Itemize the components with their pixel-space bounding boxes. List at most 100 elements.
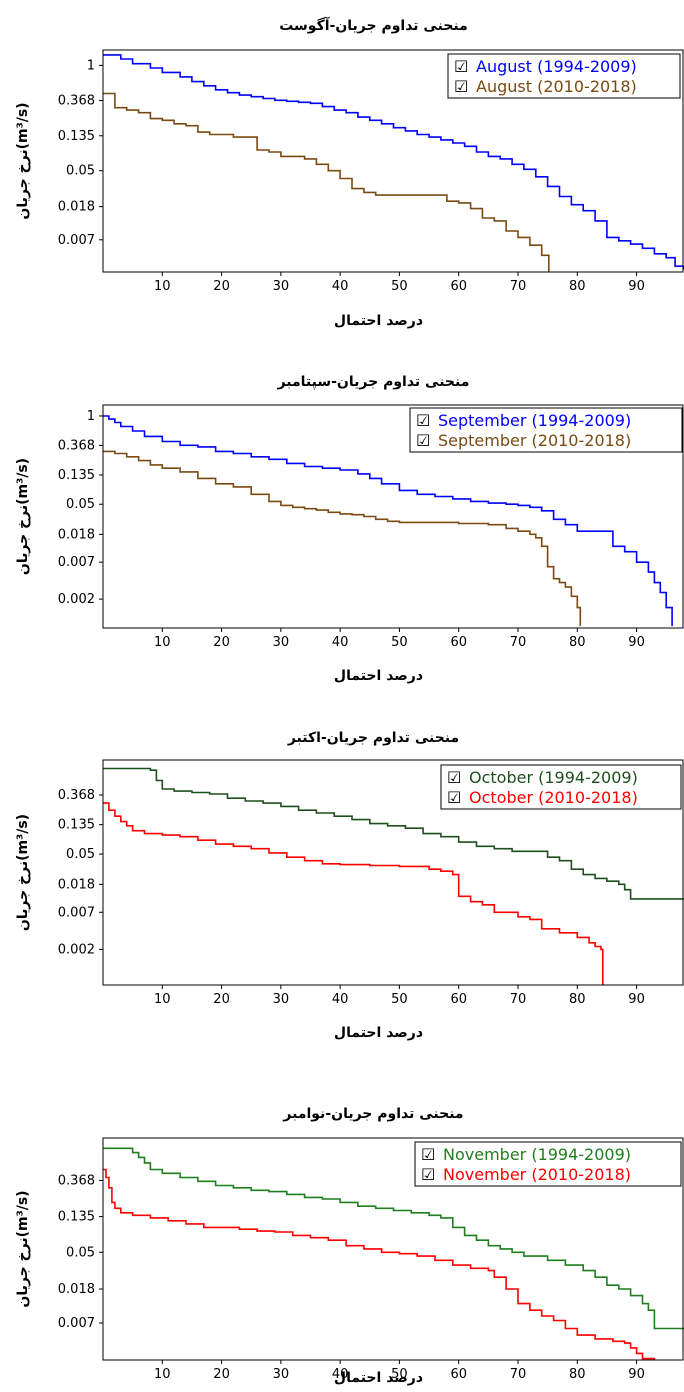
x-tick-label: 70 <box>510 992 527 1007</box>
y-tick-label: 0.018 <box>58 877 95 892</box>
y-tick-label: 0.135 <box>58 129 95 144</box>
chart-title: منحنی تداوم جریان-اکتبر <box>287 730 459 746</box>
x-tick-label: 70 <box>510 1367 527 1382</box>
x-tick-label: 70 <box>510 635 527 650</box>
series-line <box>103 415 673 627</box>
x-axis-label: درصد احتمال <box>334 1025 423 1041</box>
legend-checkbox-icon[interactable]: ☑ <box>447 788 461 807</box>
x-tick-label: 40 <box>332 1367 349 1382</box>
legend-checkbox-icon[interactable]: ☑ <box>454 77 468 96</box>
legend-entry: August (2010-2018) <box>476 77 637 96</box>
y-tick-label: 0.05 <box>66 1245 95 1260</box>
x-tick-label: 90 <box>628 1367 645 1382</box>
chart-1: منحنی تداوم جریان-آگوست نرخ جریان(m³/s) در… <box>15 16 684 329</box>
x-tick-label: 50 <box>391 279 408 294</box>
x-tick-label: 60 <box>450 635 467 650</box>
x-tick-label: 30 <box>273 635 290 650</box>
x-tick-label: 50 <box>391 635 408 650</box>
y-axis-label: نرخ جریان(m³/s) <box>15 102 31 219</box>
y-axis-label: نرخ جریان(m³/s) <box>15 458 31 575</box>
legend-box <box>409 407 683 453</box>
legend-box <box>414 1141 682 1187</box>
legend-entry: October (2010-2018) <box>469 788 638 807</box>
legend-entry: September (2010-2018) <box>438 431 631 450</box>
series-line <box>103 1168 656 1360</box>
plot-frame <box>102 759 684 986</box>
x-tick-label: 90 <box>628 279 645 294</box>
x-tick-label: 20 <box>213 992 230 1007</box>
x-tick-label: 90 <box>628 635 645 650</box>
x-tick-label: 80 <box>569 1367 586 1382</box>
y-tick-label: 0.007 <box>58 233 95 248</box>
y-tick-label: 0.018 <box>58 200 95 215</box>
y-tick-label: 0.002 <box>58 942 95 957</box>
x-tick-label: 30 <box>273 1367 290 1382</box>
x-tick-label: 40 <box>332 635 349 650</box>
x-tick-label: 10 <box>154 1367 171 1382</box>
y-tick-label: 0.018 <box>58 527 95 542</box>
legend-entry: August (1994-2009) <box>476 57 637 76</box>
x-axis-label: درصد احتمال <box>334 313 423 329</box>
y-tick-label: 0.135 <box>58 468 95 483</box>
x-tick-label: 50 <box>391 1367 408 1382</box>
y-tick-label: 0.007 <box>58 1316 95 1331</box>
plot-frame <box>102 49 684 273</box>
x-tick-label: 50 <box>391 992 408 1007</box>
y-axis-label: نرخ جریان(m³/s) <box>15 1190 31 1307</box>
y-axis-label: نرخ جریان(m³/s) <box>15 814 31 931</box>
y-tick-label: 0.05 <box>66 164 95 179</box>
y-tick-label: 0.368 <box>58 94 95 109</box>
y-tick-label: 0.018 <box>58 1282 95 1297</box>
y-tick-label: 0.135 <box>58 818 95 833</box>
legend-entry: November (1994-2009) <box>443 1145 631 1164</box>
y-tick-label: 0.135 <box>58 1210 95 1225</box>
x-axis-label: درصد احتمال <box>334 1370 423 1386</box>
series-line <box>103 767 684 900</box>
x-tick-label: 40 <box>332 992 349 1007</box>
legend-checkbox-icon[interactable]: ☑ <box>447 768 461 787</box>
x-tick-label: 30 <box>273 992 290 1007</box>
legend-checkbox-icon[interactable]: ☑ <box>421 1165 435 1184</box>
x-tick-label: 70 <box>510 279 527 294</box>
chart-2: منحنی تداوم جریان-سپتامبر نرخ جریان(m³/s)… <box>15 374 684 684</box>
x-tick-label: 30 <box>273 279 290 294</box>
y-tick-label: 0.05 <box>66 497 95 512</box>
legend-checkbox-icon[interactable]: ☑ <box>416 411 430 430</box>
y-tick-label: 0.368 <box>58 788 95 803</box>
series-line <box>103 450 582 627</box>
y-tick-label: 0.007 <box>58 555 95 570</box>
x-tick-label: 20 <box>213 279 230 294</box>
x-tick-label: 10 <box>154 992 171 1007</box>
legend-box <box>440 764 682 810</box>
chart-title: منحنی تداوم جریان-آگوست <box>279 16 468 34</box>
y-tick-label: 0.368 <box>58 1174 95 1189</box>
x-tick-label: 40 <box>332 279 349 294</box>
x-tick-label: 80 <box>569 279 586 294</box>
y-tick-label: 1 <box>87 58 95 73</box>
y-tick-label: 0.002 <box>58 592 95 607</box>
series-line <box>103 802 604 985</box>
legend-checkbox-icon[interactable]: ☑ <box>454 57 468 76</box>
legend-box <box>447 53 681 99</box>
series-line <box>103 1147 684 1330</box>
y-tick-label: 1 <box>87 409 95 424</box>
x-tick-label: 60 <box>450 992 467 1007</box>
legend-entry: September (1994-2009) <box>438 411 631 430</box>
plot-frame <box>102 1137 684 1361</box>
chart-title: منحنی تداوم جریان-سپتامبر <box>277 374 470 390</box>
x-tick-label: 90 <box>628 992 645 1007</box>
x-tick-label: 10 <box>154 279 171 294</box>
x-tick-label: 60 <box>450 1367 467 1382</box>
chart-title: منحنی تداوم جریان-نوامبر <box>282 1106 463 1122</box>
legend-checkbox-icon[interactable]: ☑ <box>416 431 430 450</box>
x-tick-label: 60 <box>450 279 467 294</box>
series-line <box>103 54 684 270</box>
x-tick-label: 10 <box>154 635 171 650</box>
legend-entry: October (1994-2009) <box>469 768 638 787</box>
y-tick-label: 0.007 <box>58 905 95 920</box>
chart-3: منحنی تداوم جریان-اکتبر نرخ جریان(m³/s) در… <box>15 730 684 1041</box>
legend-checkbox-icon[interactable]: ☑ <box>421 1145 435 1164</box>
x-tick-label: 20 <box>213 635 230 650</box>
x-tick-label: 80 <box>569 992 586 1007</box>
